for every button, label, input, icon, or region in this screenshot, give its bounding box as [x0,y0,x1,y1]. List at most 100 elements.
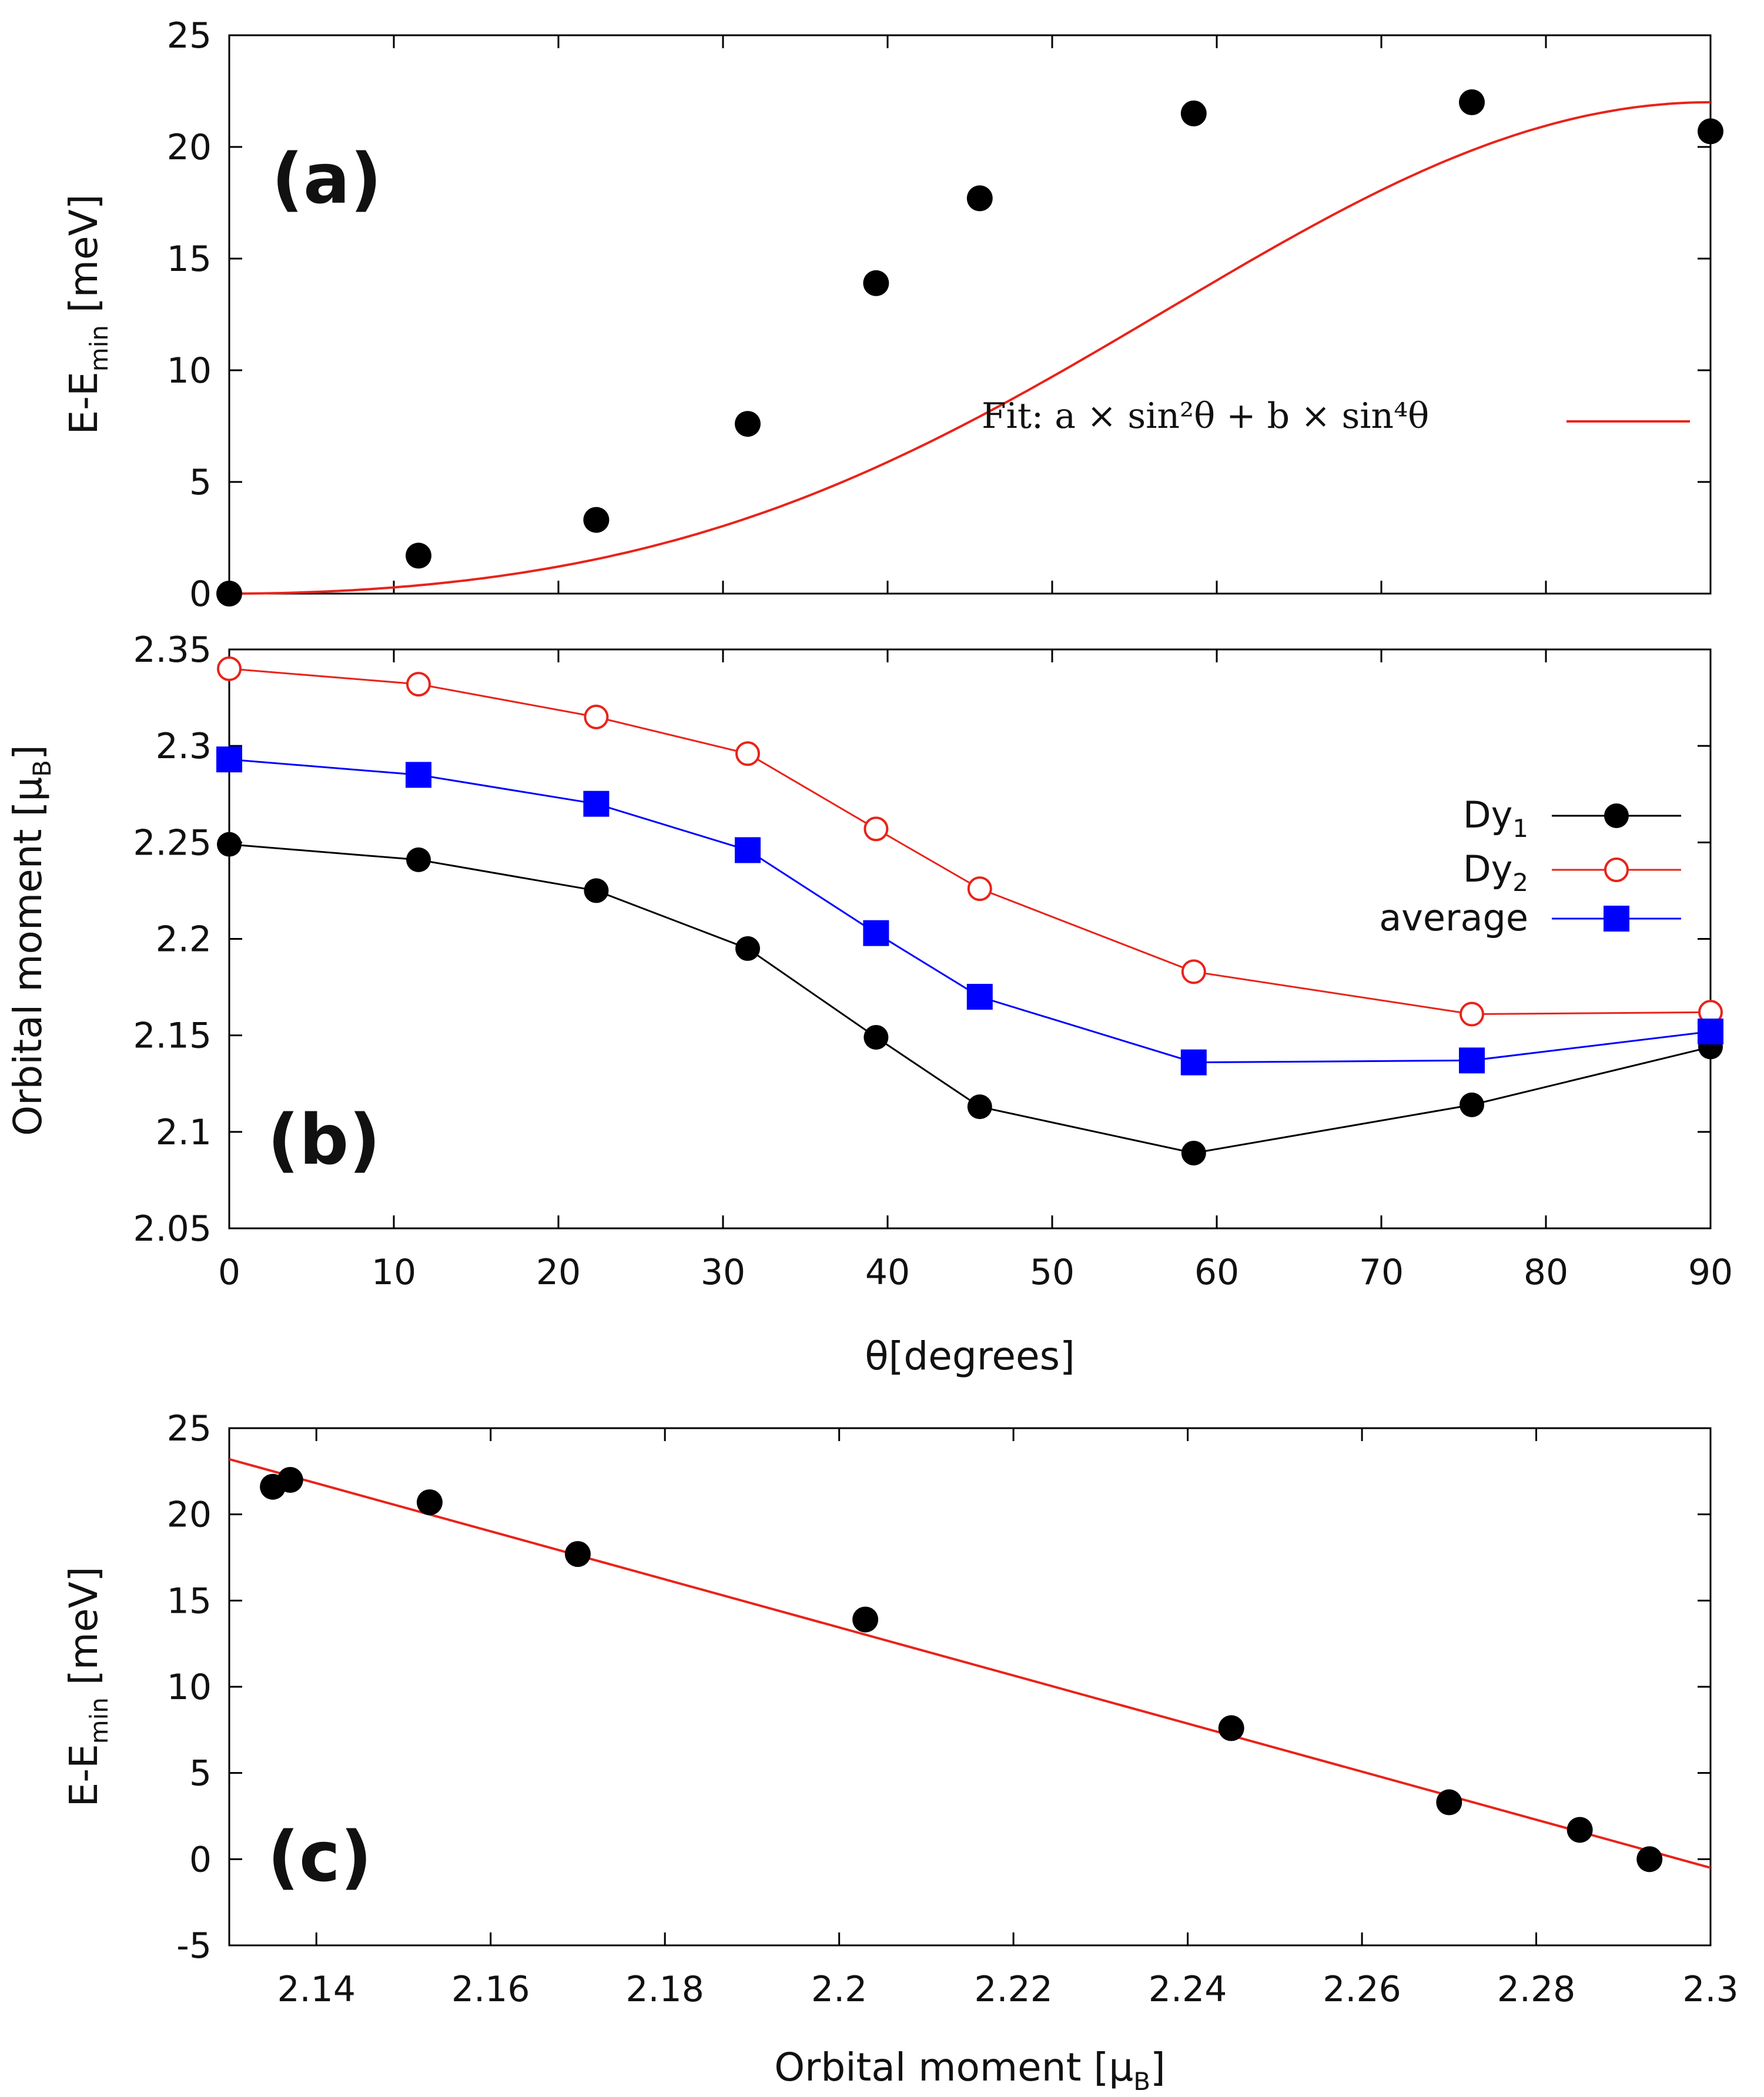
panel-c-data-point [260,1473,286,1500]
panel-b-legend-marker-1 [1604,857,1629,882]
panel-b-series-2-point [216,746,242,773]
panel-c-xlabel-sub: B [1133,2067,1150,2096]
panel-c-label: (c) [267,1816,372,1897]
panel-b-legend-sub-0: 1 [1512,814,1528,843]
panel-a-ytick-label: 25 [167,15,212,56]
panel-c-xlabel-main: Orbital moment [μ [774,2045,1133,2090]
panel-b-legend-label-0: Dy1 [1463,793,1528,843]
panel-b-series-1-point [1460,1001,1484,1027]
panel-b-series-1-point [1181,959,1206,984]
panel-b-legend-sub-1: 2 [1512,868,1528,897]
panel-c-data-point [416,1489,443,1516]
panel-b-series-2-point [1459,1047,1485,1074]
panel-a-ylabel-unit: [meV] [61,195,106,326]
panel-c-data-point [1436,1789,1462,1815]
panel-a-data-point [406,542,431,569]
panel-c-ylabel: E-Emin [meV] [61,1567,113,1807]
panel-c-ytick-label: 15 [167,1580,212,1622]
panel-a-ylabel: E-Emin [meV] [61,195,113,435]
panel-c-data-point [564,1541,591,1567]
panel-a-ticks: 0 5 10 15 20 25 [167,15,1712,615]
panel-c-points [260,1467,1663,1872]
panel-c-ytick-label: 20 [167,1495,212,1536]
panel-b-label: (b) [267,1099,380,1180]
panel-c-xtick-label: 2.16 [451,1969,530,2010]
panel-a-data-point [583,507,610,533]
panel-a-data-point [216,581,242,607]
panel-c-xlabel: Orbital moment [μB] [774,2045,1166,2096]
panel-a-fit-legend-text: Fit: a × sin²θ + b × sin⁴θ [982,396,1429,437]
panel-b-series-0-point [406,847,431,872]
panel-a-points [216,89,1723,607]
panel-b-ticks: 2.05 2.1 2.15 2.2 2.25 2.3 2.35 0 10 20 30 40 50 60 70… [133,629,1733,1293]
panel-a-data-point [1180,101,1207,126]
panel-b-xtick-label: 50 [1030,1252,1075,1293]
panel-a-ytick-label: 5 [189,462,212,503]
panel-b-series-0-point [217,832,242,857]
panel-b-ylabel-close: ] [5,745,51,760]
panel-b-series-2-point [863,920,889,946]
panel-b-ytick-label: 2.1 [156,1112,212,1153]
panel-b-xtick-label: 60 [1194,1252,1239,1293]
panel-a-label: (a) [272,138,382,219]
panel-b-ytick-label: 2.25 [133,822,212,863]
panel-c-frame [228,1427,1712,1947]
panel-b-series-2-point [583,790,610,817]
panel-c-ytick-label: 0 [189,1839,212,1880]
panel-c-data-point [1566,1817,1593,1843]
panel-c-ytick-label: 10 [167,1667,212,1708]
panel-b-series-0-point [735,936,760,961]
panel-a-data-point [735,411,761,437]
panel-a-fit-curve [229,101,1711,595]
panel-b-legend-name-1: Dy [1463,847,1512,890]
panel-a-data-point [966,185,993,212]
panel-a-ytick-label: 15 [167,239,212,280]
panel-b-legend-marker-2 [1604,906,1629,932]
panel-b-series-2-point [966,984,993,1010]
panel-a-data-point [1698,118,1723,145]
panel-c-ytick-label: 5 [189,1753,212,1794]
panel-b-ylabel-main: Orbital moment [μ [5,777,51,1136]
panel-c-fit-line [229,1458,1711,1869]
panel-b: 2.05 2.1 2.15 2.2 2.25 2.3 2.35 0 10 20 30 40 50 60 70… [5,629,1733,1379]
panel-c-ticks: -5 0 5 10 15 20 25 2.14 2.16 2.18 2.2 2.22 2.24 2.26 2… [167,1408,1739,2010]
panel-b-series-2-point [735,837,761,863]
panel-b-xtick-label: 80 [1524,1252,1568,1293]
panel-b-ylabel: Orbital moment [μB] [5,745,56,1136]
panel-b-ytick-label: 2.2 [156,919,212,960]
panel-a-ytick-label: 0 [189,574,212,615]
panel-b-xtick-label: 10 [371,1252,416,1293]
panel-c-xtick-label: 2.22 [974,1969,1053,2010]
panel-b-legend-label-2: average [1379,896,1528,939]
panel-b-series-1-point [584,704,609,729]
panel-a-data-point [863,270,889,296]
panel-b-series-0-point [584,878,609,903]
panel-c-fit-path [229,1458,1711,1869]
panel-c-data-point [852,1606,879,1633]
panel-c-ytick-label: -5 [176,1925,212,1967]
panel-b-legend-label-1: Dy2 [1463,847,1528,897]
panel-c-xtick-label: 2.28 [1497,1969,1576,2010]
panel-c: -5 0 5 10 15 20 25 2.14 2.16 2.18 2.2 2.22 2.24 2.26 2… [61,1408,1739,2096]
panel-b-xlabel: θ[degrees] [865,1334,1075,1379]
panel-b-series-1-point [217,656,242,681]
panel-c-xlabel-close: ] [1150,2045,1166,2090]
panel-a: 0 5 10 15 20 25 (a) E-Emin [meV] Fit: a × sin… [61,15,1723,615]
panel-c-ytick-label: 25 [167,1408,212,1449]
panel-b-xtick-label: 40 [865,1252,910,1293]
panel-b-ytick-label: 2.35 [133,629,212,671]
panel-b-xtick-label: 90 [1688,1252,1733,1293]
panel-a-ytick-label: 10 [167,350,212,391]
panel-b-ytick-label: 2.3 [156,726,212,767]
panel-b-series [216,656,1723,1165]
panel-a-ylabel-sub: min [85,325,113,371]
panel-b-series-0-point [1181,1140,1206,1165]
panel-b-series-1-point [967,876,992,902]
panel-b-xtick-label: 20 [536,1252,581,1293]
panel-b-series-0-point [967,1094,992,1120]
panel-c-xtick-label: 2.3 [1682,1969,1738,2010]
panel-b-series-0-point [1460,1092,1484,1117]
panel-b-series-2-point [1698,1019,1723,1045]
